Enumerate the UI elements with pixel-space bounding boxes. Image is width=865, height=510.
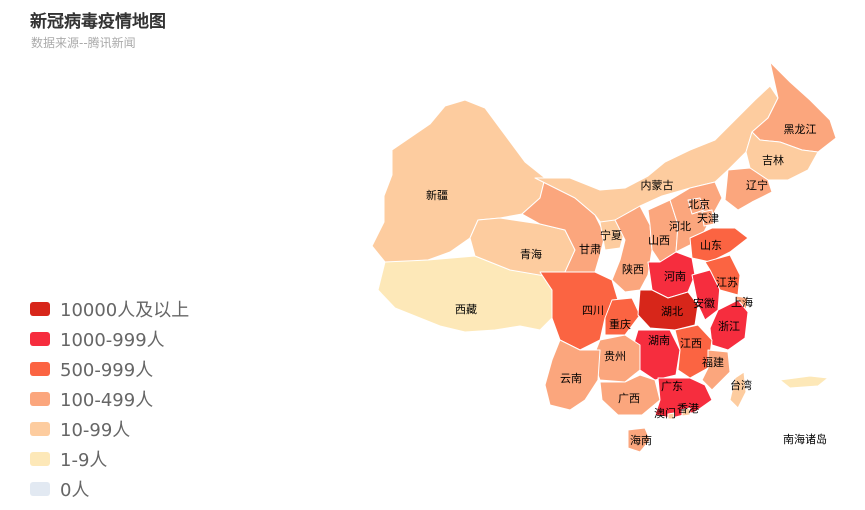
province-shapes bbox=[371, 61, 837, 453]
label-jiangsu: 江苏 bbox=[716, 276, 738, 289]
page-title: 新冠病毒疫情地图 bbox=[30, 12, 166, 32]
page-subtitle: 数据来源--腾讯新闻 bbox=[31, 36, 136, 50]
label-hainan: 海南 bbox=[630, 433, 652, 447]
legend-item-tier-3[interactable]: 100-499人 bbox=[30, 384, 189, 414]
label-nanhai: 南海诸岛 bbox=[783, 432, 827, 446]
label-xizang: 西藏 bbox=[455, 303, 477, 316]
legend-item-tier-6[interactable]: 0人 bbox=[30, 474, 189, 504]
label-shanghai: 上海 bbox=[731, 295, 753, 309]
label-hebei: 河北 bbox=[669, 220, 691, 233]
label-heilongjiang: 黑龙江 bbox=[784, 123, 817, 136]
region-jiangxi[interactable] bbox=[674, 324, 713, 379]
legend-item-tier-0[interactable]: 10000人及以上 bbox=[30, 294, 189, 324]
label-yunnan: 云南 bbox=[560, 372, 582, 385]
legend-swatch bbox=[30, 332, 50, 346]
region-macau[interactable] bbox=[667, 412, 675, 420]
legend-label: 0人 bbox=[60, 480, 90, 501]
legend-swatch bbox=[30, 482, 50, 496]
region-hainan[interactable] bbox=[627, 427, 651, 453]
region-sichuan[interactable] bbox=[539, 271, 619, 351]
legend-label: 1000-999人 bbox=[60, 330, 165, 351]
label-neimenggu: 内蒙古 bbox=[641, 178, 674, 192]
label-hunan: 湖南 bbox=[648, 334, 670, 347]
region-beijing[interactable] bbox=[687, 197, 705, 215]
label-liaoning: 辽宁 bbox=[746, 178, 768, 192]
label-hubei: 湖北 bbox=[661, 305, 683, 318]
region-shaanxi[interactable] bbox=[611, 205, 653, 293]
legend-item-tier-2[interactable]: 500-999人 bbox=[30, 354, 189, 384]
label-guangxi: 广西 bbox=[618, 392, 640, 405]
region-yunnan[interactable] bbox=[544, 339, 601, 411]
label-xinjiang: 新疆 bbox=[426, 188, 448, 202]
label-jiangxi: 江西 bbox=[680, 337, 702, 350]
legend-label: 100-499人 bbox=[60, 390, 154, 411]
label-sichuan: 四川 bbox=[582, 304, 604, 317]
label-qinghai: 青海 bbox=[520, 247, 542, 261]
region-hongkong[interactable] bbox=[681, 407, 691, 417]
label-tianjin: 天津 bbox=[697, 212, 719, 225]
label-guangdong: 广东 bbox=[661, 380, 683, 393]
region-zhejiang[interactable] bbox=[709, 299, 749, 351]
legend-swatch bbox=[30, 452, 50, 466]
region-fujian[interactable] bbox=[701, 349, 731, 391]
region-jilin[interactable] bbox=[745, 131, 819, 181]
region-tianjin[interactable] bbox=[701, 209, 715, 227]
label-jilin: 吉林 bbox=[762, 153, 784, 167]
legend-swatch bbox=[30, 422, 50, 436]
region-hubei[interactable] bbox=[637, 289, 699, 331]
legend-label: 500-999人 bbox=[60, 360, 154, 381]
legend: 10000人及以上 1000-999人 500-999人 100-499人 10… bbox=[30, 294, 189, 504]
region-jiangsu[interactable] bbox=[704, 254, 741, 296]
label-henan: 河南 bbox=[664, 270, 686, 283]
label-taiwan: 台湾 bbox=[730, 378, 752, 392]
label-beijing: 北京 bbox=[688, 197, 710, 211]
legend-swatch bbox=[30, 302, 50, 316]
region-nanhai[interactable] bbox=[779, 375, 829, 389]
region-liaoning[interactable] bbox=[724, 167, 773, 211]
legend-swatch bbox=[30, 392, 50, 406]
label-hongkong: 香港 bbox=[677, 402, 699, 415]
label-ningxia: 宁夏 bbox=[600, 228, 622, 242]
label-shandong: 山东 bbox=[700, 239, 722, 252]
label-guizhou: 贵州 bbox=[604, 350, 626, 363]
label-gansu: 甘肃 bbox=[579, 243, 601, 256]
label-zhejiang: 浙江 bbox=[718, 320, 740, 333]
legend-label: 1-9人 bbox=[60, 450, 108, 471]
legend-label: 10-99人 bbox=[60, 420, 131, 441]
label-fujian: 福建 bbox=[702, 355, 724, 369]
province-labels: 新疆 西藏 青海 甘肃 内蒙古 黑龙江 吉林 辽宁 宁夏 陕西 山西 河北 北京… bbox=[426, 123, 827, 447]
region-shandong[interactable] bbox=[689, 227, 749, 263]
label-shanxi: 山西 bbox=[648, 234, 670, 247]
label-shaanxi: 陕西 bbox=[622, 262, 644, 276]
legend-item-tier-4[interactable]: 10-99人 bbox=[30, 414, 189, 444]
region-taiwan[interactable] bbox=[729, 371, 747, 409]
label-anhui: 安徽 bbox=[693, 296, 715, 310]
region-hebei[interactable] bbox=[669, 181, 723, 253]
legend-item-tier-5[interactable]: 1-9人 bbox=[30, 444, 189, 474]
label-macau: 澳门 bbox=[654, 406, 676, 420]
legend-swatch bbox=[30, 362, 50, 376]
legend-label: 10000人及以上 bbox=[60, 300, 190, 321]
legend-item-tier-1[interactable]: 1000-999人 bbox=[30, 324, 189, 354]
label-chongqing: 重庆 bbox=[609, 317, 631, 331]
region-guangdong[interactable] bbox=[654, 377, 713, 419]
